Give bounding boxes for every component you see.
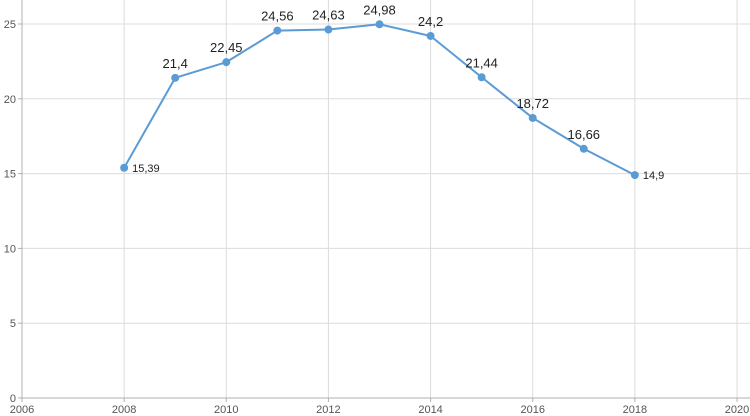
x-tick-label: 2012 — [316, 404, 340, 416]
data-point — [171, 73, 180, 82]
y-tick-label: 0 — [10, 393, 16, 405]
data-label: 18,72 — [516, 96, 549, 111]
y-tick-labels: 0 5 10 15 20 25 — [4, 19, 16, 405]
y-tick-label: 20 — [4, 94, 16, 106]
data-labels: 15,39 21,4 22,45 24,56 24,63 24,98 24,2 21,44 18… — [132, 2, 664, 182]
data-label: 14,9 — [643, 170, 664, 182]
data-label: 16,66 — [568, 127, 601, 142]
data-point — [375, 20, 384, 29]
data-point — [426, 31, 435, 40]
data-point — [477, 73, 486, 82]
data-label: 24,2 — [418, 14, 443, 29]
y-tick-label: 25 — [4, 19, 16, 31]
x-tick-label: 2016 — [520, 404, 544, 416]
data-label: 24,63 — [312, 8, 345, 23]
x-tick-label: 2014 — [418, 404, 442, 416]
axes — [18, 0, 750, 402]
series-line — [123, 23, 636, 176]
x-tick-label: 2020 — [725, 404, 749, 416]
data-label: 24,56 — [261, 9, 294, 24]
grid-lines — [21, 0, 750, 399]
y-tick-label: 10 — [4, 243, 16, 255]
data-label: 15,39 — [132, 163, 160, 175]
data-point — [528, 113, 537, 122]
x-tick-label: 2008 — [112, 404, 136, 416]
data-point — [324, 25, 333, 34]
data-point — [222, 58, 231, 67]
data-label: 21,44 — [465, 55, 498, 70]
x-tick-label: 2018 — [623, 404, 647, 416]
data-label: 21,4 — [163, 56, 188, 71]
x-tick-label: 2010 — [214, 404, 238, 416]
data-point — [630, 171, 639, 180]
y-tick-label: 15 — [4, 169, 16, 181]
y-tick-label: 5 — [10, 318, 16, 330]
data-point — [273, 26, 282, 35]
data-point — [120, 163, 129, 172]
x-tick-label: 2006 — [10, 404, 34, 416]
x-tick-labels: 2006 2008 2010 2012 2014 2016 2018 2020 — [10, 404, 749, 416]
data-label: 22,45 — [210, 40, 243, 55]
data-label: 24,98 — [363, 2, 396, 17]
data-point — [579, 144, 588, 153]
series-group — [120, 20, 639, 180]
